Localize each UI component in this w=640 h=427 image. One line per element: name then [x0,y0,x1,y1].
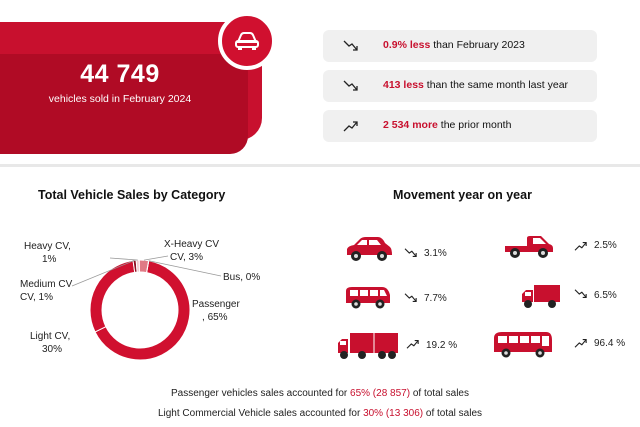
movement-value-bakkie: 2.5% [594,240,617,251]
comparison-same-month-last-year: 413 less than the same month last year [323,70,597,102]
slice-heavy-cv [135,259,140,273]
comparison-text: than the same month last year [423,79,569,91]
movement-value-minibus: 7.7% [424,293,447,304]
trend-up-icon [574,242,587,251]
slice-label-passenger: Passenger, 65% [192,299,240,323]
trend-down-icon [404,293,417,302]
trend-down-icon [343,40,358,51]
movement-value-heavy-truck: 19.2 % [426,340,458,351]
slice-light-cv [89,259,136,333]
bakkie-icon [505,236,553,258]
slice-label-x-heavy-cv: X-Heavy CV CV, 3% [164,239,220,263]
heavy-truck-icon [338,333,398,359]
total-sales-card-inner [0,54,248,154]
slice-label-light-cv: Light CV, 30% [30,331,71,355]
comparison-highlight: 413 less [383,79,424,91]
section-divider [0,164,640,167]
comparison-highlight: 2 534 more [383,119,438,131]
leader-line [109,257,138,261]
movement-title: Movement year on year [393,188,532,202]
slice-x-heavy-cv [138,259,150,274]
comparison-highlight: 0.9% less [383,39,431,51]
comparison-text: than February 2023 [430,39,525,51]
comparison-text: the prior month [437,119,512,131]
trend-down-icon [574,289,587,298]
medium-truck-icon [522,285,560,308]
slice-label-medium-cv: Medium CV CV, 1% [20,279,73,303]
comparison-feb-2023: 0.9% less than February 2023 [323,30,597,62]
slice-passenger [94,260,191,361]
trend-up-icon [574,339,587,348]
footnote-passenger: Passenger vehicles sales accounted for 6… [171,388,469,399]
movement-value-bus: 96.4 % [594,338,626,349]
slice-label-heavy-cv: Heavy CV, 1% [24,241,71,265]
passenger-car-icon [347,237,392,261]
trend-up-icon [406,340,419,349]
slice-bus [146,260,150,274]
slice-label-bus: Bus, 0% [223,272,261,283]
movement-value-passenger: 3.1% [424,248,447,259]
movement-value-medium-truck: 6.5% [594,290,617,301]
car-icon-badge [218,12,276,70]
comparison-prior-month: 2 534 more the prior month [323,110,597,142]
total-sales-label: vehicles sold in February 2024 [48,93,192,105]
leader-line [71,259,135,287]
slice-medium-cv [132,259,138,273]
minibus-icon [346,287,390,309]
chart-title: Total Vehicle Sales by Category [38,188,226,202]
trend-down-icon [404,248,417,257]
total-sales-value: 44 749 [80,60,160,88]
footnote-light-commercial: Light Commercial Vehicle sales accounted… [157,408,483,419]
bus-icon [494,332,552,358]
car-icon [235,32,259,50]
trend-up-icon [343,121,358,132]
trend-down-icon [343,80,358,91]
